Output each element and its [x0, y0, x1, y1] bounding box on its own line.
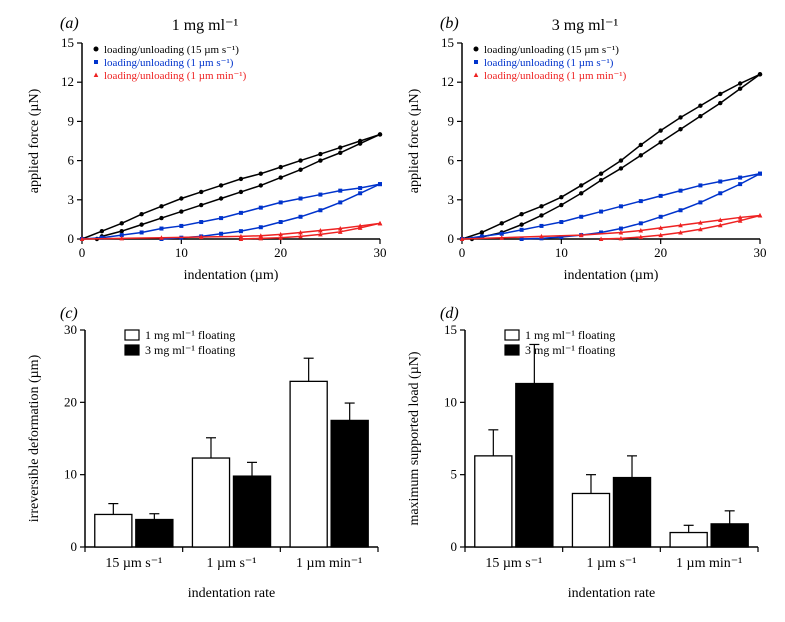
svg-text:0: 0 — [451, 539, 458, 554]
svg-text:6: 6 — [68, 153, 75, 168]
svg-text:12: 12 — [441, 74, 454, 89]
panel-d-label: (d) — [440, 305, 459, 323]
panel-b: (b) 3 mg ml⁻¹ 036912150102030indentation… — [400, 15, 770, 285]
panel-d: (d) 0 5 10 15 15 µm s⁻¹ 1 µm s⁻¹ 1 µm min⁻¹ ind… — [400, 305, 770, 605]
svg-text:maximum supported load (µN): maximum supported load (µN) — [407, 351, 422, 525]
panel-c: (c) 0 10 20 30 15 µm s⁻¹ 1 µm s⁻¹ 1 µm min⁻¹ in… — [20, 305, 390, 605]
svg-text:1 mg ml⁻¹ floating: 1 mg ml⁻¹ floating — [525, 328, 615, 342]
panel-b-chart: 0 3 6 9 12 15 0 10 20 30 indentation (µm) applied f… — [400, 15, 770, 285]
svg-text:0: 0 — [459, 245, 466, 260]
svg-text:irreversible deformation (µm): irreversible deformation (µm) — [27, 354, 42, 522]
panel-d-chart: 0 5 10 15 15 µm s⁻¹ 1 µm s⁻¹ 1 µm min⁻¹ indenta… — [400, 305, 770, 605]
panel-c-chart: 0 10 20 30 15 µm s⁻¹ 1 µm s⁻¹ 1 µm min⁻¹ indent… — [20, 305, 390, 605]
panel-a-chart: 0 3 6 9 12 15 0 10 20 30 indentation (µm) applied f… — [20, 15, 390, 285]
svg-text:1 µm s⁻¹: 1 µm s⁻¹ — [587, 556, 637, 571]
svg-text:10: 10 — [444, 394, 457, 409]
svg-text:1 µm s⁻¹: 1 µm s⁻¹ — [207, 556, 257, 571]
svg-text:10: 10 — [175, 245, 188, 260]
svg-text:1 µm min⁻¹: 1 µm min⁻¹ — [296, 556, 362, 571]
svg-text:30: 30 — [374, 245, 387, 260]
svg-text:indentation rate: indentation rate — [188, 586, 275, 601]
svg-text:15: 15 — [61, 35, 74, 50]
panel-b-title: 3 mg ml⁻¹ — [400, 15, 770, 35]
svg-text:20: 20 — [64, 394, 77, 409]
svg-text:0: 0 — [79, 245, 86, 260]
svg-text:indentation (µm): indentation (µm) — [564, 268, 659, 283]
svg-text:6: 6 — [448, 153, 455, 168]
svg-text:indentation (µm): indentation (µm) — [184, 268, 279, 283]
svg-text:10: 10 — [64, 467, 77, 482]
svg-text:loading/unloading (1 µm min⁻¹): loading/unloading (1 µm min⁻¹) — [484, 70, 627, 82]
svg-text:loading/unloading (15 µm s⁻¹): loading/unloading (15 µm s⁻¹) — [104, 44, 239, 56]
svg-text:30: 30 — [754, 245, 767, 260]
svg-text:applied force (µN): applied force (µN) — [27, 88, 42, 193]
svg-text:3: 3 — [68, 192, 75, 207]
svg-text:5: 5 — [451, 467, 458, 482]
svg-text:20: 20 — [274, 245, 287, 260]
svg-text:30: 30 — [64, 322, 77, 337]
svg-text:15: 15 — [441, 35, 454, 50]
svg-text:3: 3 — [448, 192, 455, 207]
svg-text:loading/unloading (15 µm s⁻¹): loading/unloading (15 µm s⁻¹) — [484, 44, 619, 56]
svg-text:loading/unloading (1 µm min⁻¹): loading/unloading (1 µm min⁻¹) — [104, 70, 247, 82]
panel-a-title: 1 mg ml⁻¹ — [20, 15, 390, 35]
svg-text:10: 10 — [555, 245, 568, 260]
svg-text:indentation rate: indentation rate — [568, 586, 655, 601]
svg-text:0: 0 — [448, 231, 455, 246]
svg-text:0: 0 — [71, 539, 78, 554]
svg-text:applied force (µN): applied force (µN) — [407, 88, 422, 193]
svg-text:loading/unloading (1 µm s⁻¹): loading/unloading (1 µm s⁻¹) — [104, 57, 234, 69]
svg-text:15 µm s⁻¹: 15 µm s⁻¹ — [105, 556, 162, 571]
svg-text:1 mg ml⁻¹ floating: 1 mg ml⁻¹ floating — [145, 328, 235, 342]
svg-text:15 µm s⁻¹: 15 µm s⁻¹ — [485, 556, 542, 571]
panel-a: (a) 1 mg ml⁻¹ 036912150102030indentation… — [20, 15, 390, 285]
svg-text:9: 9 — [68, 113, 75, 128]
svg-text:15: 15 — [444, 322, 457, 337]
svg-text:12: 12 — [61, 74, 74, 89]
svg-text:3 mg ml⁻¹ floating: 3 mg ml⁻¹ floating — [525, 343, 615, 357]
svg-text:loading/unloading (1 µm s⁻¹): loading/unloading (1 µm s⁻¹) — [484, 57, 614, 69]
panel-c-label: (c) — [60, 305, 78, 323]
svg-text:1 µm min⁻¹: 1 µm min⁻¹ — [676, 556, 742, 571]
svg-text:3 mg ml⁻¹ floating: 3 mg ml⁻¹ floating — [145, 343, 235, 357]
svg-text:20: 20 — [654, 245, 667, 260]
svg-text:9: 9 — [448, 113, 455, 128]
svg-text:0: 0 — [68, 231, 75, 246]
